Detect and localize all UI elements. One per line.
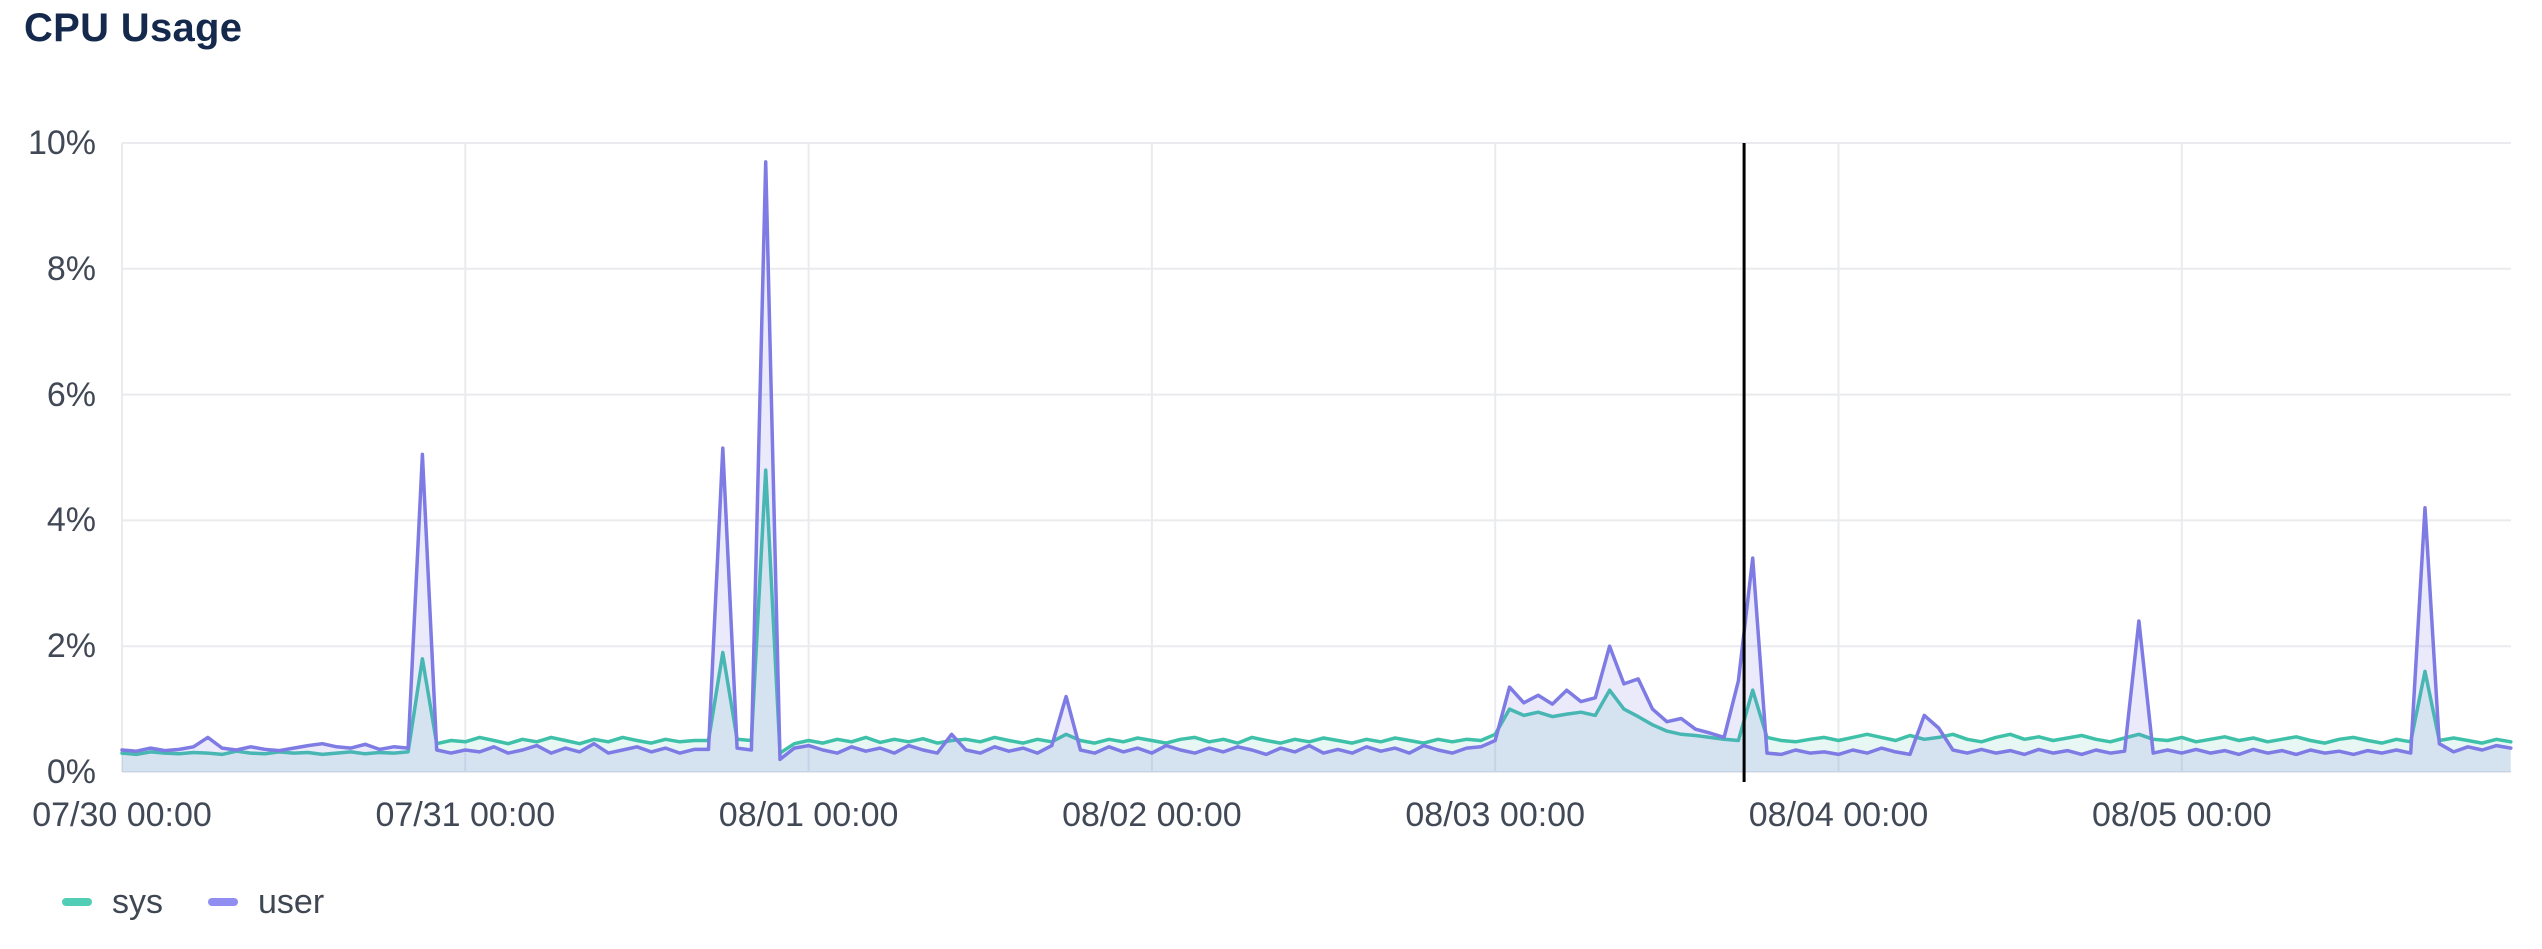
user-area: [122, 161, 2511, 772]
legend-swatch-sys-icon: [62, 898, 92, 906]
y-tick-label: 2%: [46, 627, 96, 666]
legend-item-sys[interactable]: sys: [62, 881, 163, 923]
y-tick-label: 0%: [46, 753, 96, 791]
chart-title: CPU Usage: [24, 6, 243, 50]
sys-area: [122, 470, 2511, 772]
sys-line: [120, 468, 2513, 757]
x-tick-label: 08/03 00:00: [1405, 796, 1585, 834]
x-tick-label: 08/05 00:00: [2091, 796, 2272, 834]
y-tick-label: 10%: [27, 124, 96, 162]
legend: sys user: [62, 881, 324, 923]
legend-swatch-user-icon: [208, 898, 238, 906]
legend-item-user[interactable]: user: [208, 881, 324, 923]
x-tick-label: 08/02 00:00: [1062, 796, 1242, 834]
x-tick-label: 08/04 00:00: [1748, 796, 1929, 834]
user-line: [120, 160, 2513, 762]
x-tick-label: 08/01 00:00: [718, 796, 899, 834]
legend-label: user: [258, 883, 325, 921]
y-tick-label: 6%: [46, 375, 96, 414]
y-tick-label: 8%: [46, 249, 96, 288]
x-tick-label: 07/30 00:00: [32, 796, 212, 834]
x-tick-label: 07/31 00:00: [375, 796, 556, 834]
y-tick-label: 4%: [46, 501, 96, 540]
legend-label: sys: [112, 883, 163, 921]
